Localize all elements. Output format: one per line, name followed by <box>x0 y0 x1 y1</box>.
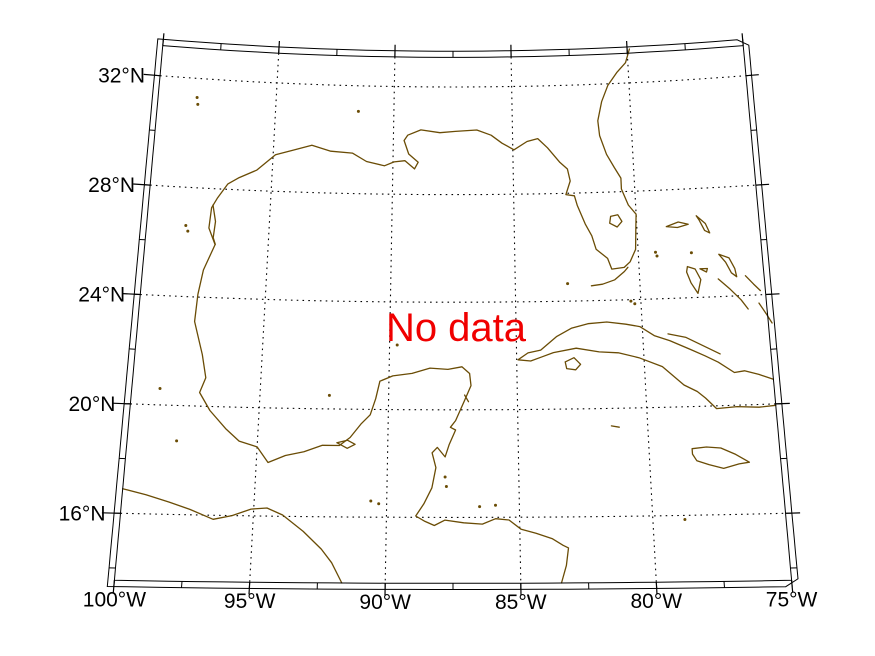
coastline-cuba <box>517 321 777 410</box>
lon-tick-label: 80°W <box>631 590 683 613</box>
lon-tick-label: 85°W <box>495 591 547 614</box>
islet-dot <box>395 343 399 347</box>
no-data-label: No data <box>386 306 527 350</box>
islet-dot <box>356 109 360 113</box>
lon-tick-bottom <box>248 582 251 595</box>
islet-dot <box>444 485 448 488</box>
lon-tick-top <box>626 40 628 54</box>
graticule-parallel <box>150 184 756 196</box>
islet-dot <box>655 254 659 258</box>
islet-dot <box>184 224 188 227</box>
lat-tick-left <box>133 183 151 186</box>
axis-tick-labels: 32°N 28°N 24°N 20°N 16°N 100°W 95°W 90°W 85°W 80°… <box>59 65 818 615</box>
islet-dot <box>633 302 637 306</box>
coastline-jamaica <box>691 446 751 470</box>
lon-tick-top <box>278 40 280 54</box>
graticule-parallel <box>140 293 766 303</box>
islet-dot <box>654 250 657 254</box>
coastline-mexico-central-america <box>193 243 570 584</box>
coastline-exuma-chain <box>717 278 749 310</box>
islet-dot <box>629 299 633 303</box>
coastline-cat-island <box>744 275 762 292</box>
coastline-terminos-lagoon <box>336 439 356 449</box>
coastline-new-providence <box>699 267 709 273</box>
coastline-long-island <box>758 302 773 324</box>
coastline-us-gulf-atlantic <box>208 48 637 270</box>
frame-divider <box>723 581 725 588</box>
lon-tick-top <box>162 33 165 46</box>
lat-tick-label: 32°N <box>98 65 145 88</box>
graticule-meridian <box>249 53 280 583</box>
graticule-meridian <box>510 56 522 584</box>
lat-tick-label: 28°N <box>88 174 135 197</box>
islet-dot <box>369 499 373 503</box>
islet-dot <box>478 505 482 509</box>
islet-dot <box>443 475 447 479</box>
islet-dot <box>196 102 200 106</box>
lat-tick-left <box>112 402 131 405</box>
islet-dot <box>327 393 331 397</box>
graticule-meridian <box>626 53 657 583</box>
islet-dot <box>683 518 687 521</box>
islet-dot <box>195 96 199 99</box>
islet-dot <box>689 251 693 255</box>
lon-tick-top <box>741 33 744 46</box>
graticule-parallel <box>130 403 776 411</box>
lat-tick-left <box>143 73 161 77</box>
lon-tick-label: 90°W <box>359 591 411 614</box>
coastline-mexico-pacific <box>122 488 343 584</box>
lat-tick-right <box>745 74 759 77</box>
lon-tick-bottom <box>791 580 794 593</box>
coastline-abaco <box>695 215 711 234</box>
lat-tick-right <box>755 183 770 186</box>
coastlines <box>122 48 777 584</box>
frame-outer-line <box>106 38 799 590</box>
lon-tick-label: 100°W <box>83 588 146 611</box>
lon-tick-bottom <box>112 580 115 593</box>
coastline-lake-okeechobee <box>609 214 623 228</box>
map-frame <box>101 33 801 596</box>
coastline-cozumel <box>463 394 470 403</box>
lat-tick-left <box>101 512 121 514</box>
coastline-texas-barrier-island <box>212 204 217 245</box>
graticule-meridian <box>384 56 396 584</box>
coastline-grand-bahama <box>665 221 689 229</box>
lon-tick-label: 95°W <box>224 590 276 613</box>
lon-tick-label: 75°W <box>766 588 818 611</box>
islet-dot <box>377 502 381 506</box>
lat-tick-left <box>122 293 141 296</box>
coastline-cuba-north-cays <box>667 333 721 355</box>
lat-tick-right <box>765 293 780 296</box>
graticule-parallel <box>120 512 786 518</box>
frame-divider <box>181 581 183 588</box>
lon-tick-bottom <box>655 582 658 595</box>
islet-dot <box>158 387 162 390</box>
no-data-annotation: No data <box>386 306 527 350</box>
islet-dot <box>186 229 190 233</box>
coastline-florida-keys <box>590 266 629 287</box>
islet-dot <box>566 282 570 286</box>
lat-tick-label: 24°N <box>78 284 125 307</box>
coastline-eleuthera <box>718 253 738 278</box>
islet-dot <box>175 439 179 443</box>
graticule-parallel <box>159 75 747 88</box>
lat-tick-label: 16°N <box>59 502 106 525</box>
coastline-isla-juventud <box>564 357 582 371</box>
islet-dot <box>494 503 497 507</box>
lat-tick-label: 20°N <box>68 393 115 416</box>
coastline-grand-cayman <box>610 425 620 428</box>
coastline-andros <box>685 265 702 295</box>
lat-tick-right <box>775 402 790 405</box>
